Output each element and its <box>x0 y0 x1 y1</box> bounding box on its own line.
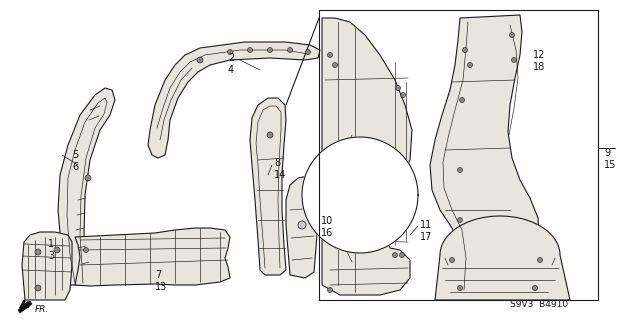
Circle shape <box>54 247 60 253</box>
Text: 6: 6 <box>72 162 78 172</box>
Text: 11: 11 <box>420 220 432 230</box>
Circle shape <box>287 48 292 53</box>
Circle shape <box>328 287 333 293</box>
Polygon shape <box>22 232 72 300</box>
Circle shape <box>463 48 467 53</box>
Polygon shape <box>58 88 115 285</box>
Text: 15: 15 <box>604 160 616 170</box>
Text: 4: 4 <box>228 65 234 75</box>
Circle shape <box>458 218 463 222</box>
Text: 10: 10 <box>321 216 333 226</box>
Circle shape <box>248 48 253 53</box>
Polygon shape <box>302 137 418 253</box>
Circle shape <box>449 257 454 263</box>
Circle shape <box>399 253 404 257</box>
Polygon shape <box>75 228 230 286</box>
Polygon shape <box>435 216 570 300</box>
Text: 5: 5 <box>72 150 78 160</box>
Circle shape <box>197 57 203 63</box>
Text: 13: 13 <box>155 282 167 292</box>
Text: 1: 1 <box>48 239 54 249</box>
Text: 17: 17 <box>420 232 433 242</box>
Circle shape <box>268 48 273 53</box>
Circle shape <box>85 175 91 181</box>
Polygon shape <box>430 15 540 298</box>
Circle shape <box>509 33 515 38</box>
Polygon shape <box>322 18 412 295</box>
Circle shape <box>458 167 463 173</box>
Circle shape <box>328 53 333 57</box>
Circle shape <box>298 221 306 229</box>
Circle shape <box>83 248 88 253</box>
Text: 12: 12 <box>533 50 545 60</box>
Text: 7: 7 <box>155 270 161 280</box>
Circle shape <box>35 249 41 255</box>
Circle shape <box>35 285 41 291</box>
Circle shape <box>458 286 463 291</box>
Circle shape <box>392 253 397 257</box>
Circle shape <box>401 93 406 98</box>
Circle shape <box>467 63 472 68</box>
Text: 2: 2 <box>228 53 234 63</box>
Circle shape <box>305 49 310 55</box>
Polygon shape <box>250 98 286 275</box>
Text: 18: 18 <box>533 62 545 72</box>
Text: 9: 9 <box>604 148 610 158</box>
Polygon shape <box>18 301 32 313</box>
Circle shape <box>267 132 273 138</box>
Polygon shape <box>148 42 320 158</box>
Text: 14: 14 <box>274 170 286 180</box>
Text: S9V3  B4910: S9V3 B4910 <box>510 300 568 309</box>
Text: 3: 3 <box>48 251 54 261</box>
Circle shape <box>227 49 232 55</box>
Circle shape <box>460 98 465 102</box>
Text: 8: 8 <box>274 158 280 168</box>
Text: FR.: FR. <box>35 305 49 314</box>
Text: 16: 16 <box>321 228 333 238</box>
Circle shape <box>511 57 516 63</box>
Circle shape <box>396 85 401 91</box>
Bar <box>319 10 598 300</box>
Circle shape <box>532 286 538 291</box>
Circle shape <box>538 257 543 263</box>
Circle shape <box>333 63 337 68</box>
Polygon shape <box>286 176 318 278</box>
